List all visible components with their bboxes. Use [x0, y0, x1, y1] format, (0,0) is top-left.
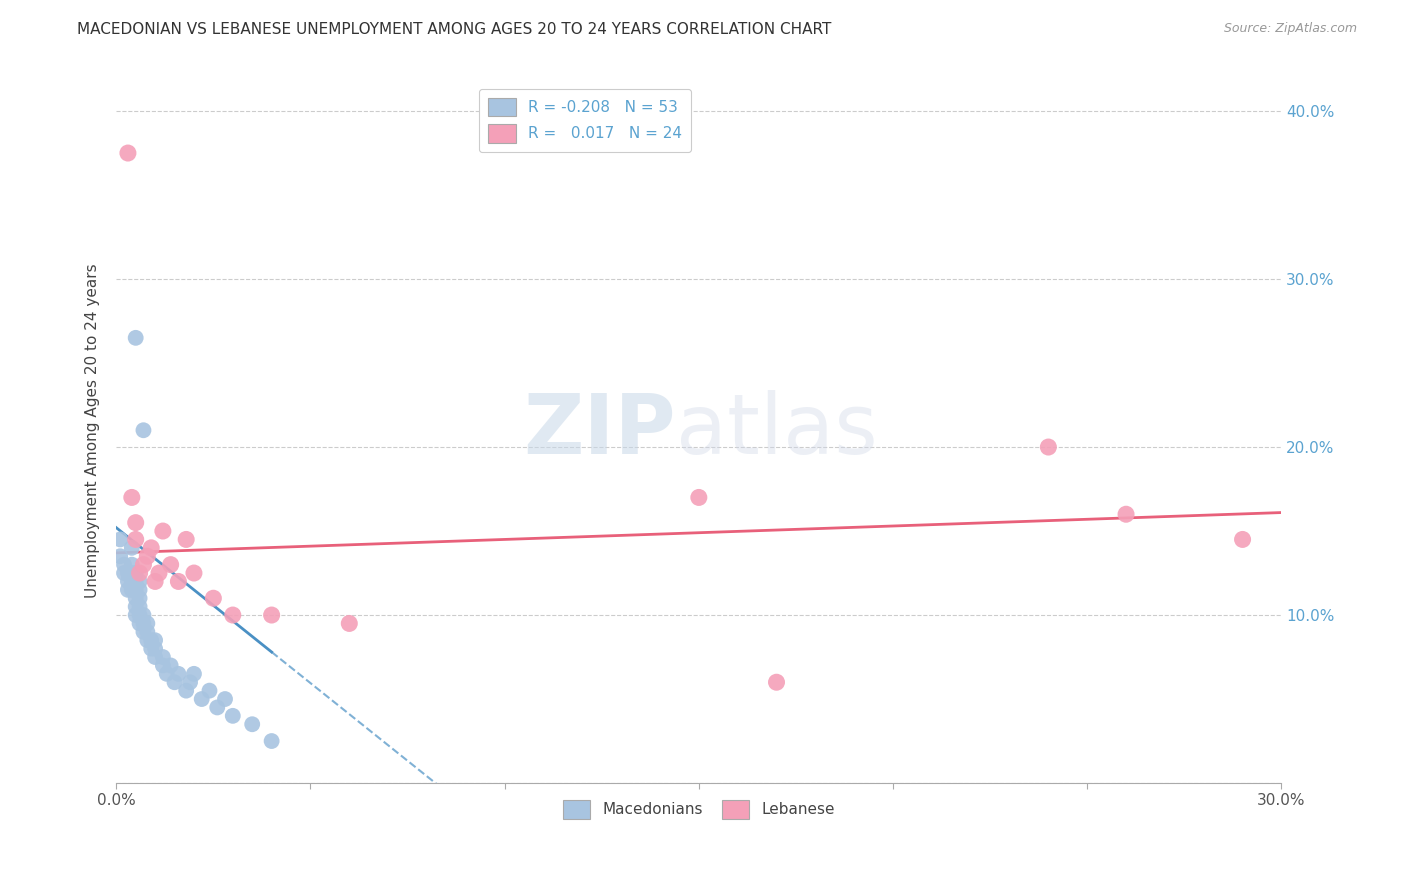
Point	[128, 591, 150, 606]
Point	[125, 331, 148, 345]
Point	[128, 599, 150, 614]
Point	[132, 558, 155, 572]
Point	[132, 616, 155, 631]
Point	[143, 574, 166, 589]
Legend: Macedonians, Lebanese: Macedonians, Lebanese	[557, 794, 841, 825]
Point	[183, 566, 205, 580]
Point	[128, 582, 150, 597]
Point	[128, 608, 150, 623]
Point	[121, 541, 143, 555]
Point	[167, 574, 190, 589]
Point	[121, 582, 143, 597]
Point	[121, 566, 143, 580]
Point	[688, 491, 710, 505]
Text: Source: ZipAtlas.com: Source: ZipAtlas.com	[1223, 22, 1357, 36]
Point	[132, 423, 155, 437]
Point	[163, 675, 186, 690]
Point	[125, 582, 148, 597]
Point	[117, 574, 139, 589]
Point	[190, 692, 212, 706]
Point	[117, 146, 139, 161]
Point	[136, 633, 159, 648]
Point	[1115, 508, 1137, 522]
Point	[112, 566, 135, 580]
Point	[108, 533, 131, 547]
Point	[125, 608, 148, 623]
Point	[143, 641, 166, 656]
Point	[125, 516, 148, 530]
Point	[121, 558, 143, 572]
Point	[167, 666, 190, 681]
Y-axis label: Unemployment Among Ages 20 to 24 years: Unemployment Among Ages 20 to 24 years	[86, 263, 100, 598]
Point	[260, 608, 283, 623]
Point	[136, 549, 159, 564]
Point	[159, 558, 181, 572]
Point	[121, 574, 143, 589]
Point	[148, 566, 170, 580]
Point	[117, 582, 139, 597]
Point	[159, 658, 181, 673]
Point	[765, 675, 787, 690]
Point	[179, 675, 201, 690]
Point	[222, 709, 245, 723]
Point	[132, 624, 155, 639]
Point	[141, 541, 163, 555]
Point	[156, 666, 179, 681]
Point	[183, 666, 205, 681]
Point	[222, 608, 245, 623]
Point	[174, 533, 197, 547]
Point	[128, 566, 150, 580]
Point	[125, 591, 148, 606]
Point	[337, 616, 360, 631]
Point	[128, 574, 150, 589]
Point	[125, 574, 148, 589]
Point	[141, 633, 163, 648]
Point	[136, 624, 159, 639]
Point	[1232, 533, 1254, 547]
Text: MACEDONIAN VS LEBANESE UNEMPLOYMENT AMONG AGES 20 TO 24 YEARS CORRELATION CHART: MACEDONIAN VS LEBANESE UNEMPLOYMENT AMON…	[77, 22, 832, 37]
Point	[207, 700, 229, 714]
Point	[260, 734, 283, 748]
Point	[128, 616, 150, 631]
Point	[121, 491, 143, 505]
Point	[112, 558, 135, 572]
Point	[240, 717, 263, 731]
Text: atlas: atlas	[675, 390, 877, 471]
Point	[132, 608, 155, 623]
Point	[152, 524, 174, 538]
Point	[125, 533, 148, 547]
Point	[108, 549, 131, 564]
Point	[143, 650, 166, 665]
Point	[152, 650, 174, 665]
Point	[1038, 440, 1060, 454]
Point	[125, 566, 148, 580]
Point	[152, 658, 174, 673]
Point	[117, 566, 139, 580]
Point	[141, 641, 163, 656]
Text: ZIP: ZIP	[523, 390, 675, 471]
Point	[202, 591, 225, 606]
Point	[136, 616, 159, 631]
Point	[125, 599, 148, 614]
Point	[174, 683, 197, 698]
Point	[214, 692, 236, 706]
Point	[143, 633, 166, 648]
Point	[198, 683, 221, 698]
